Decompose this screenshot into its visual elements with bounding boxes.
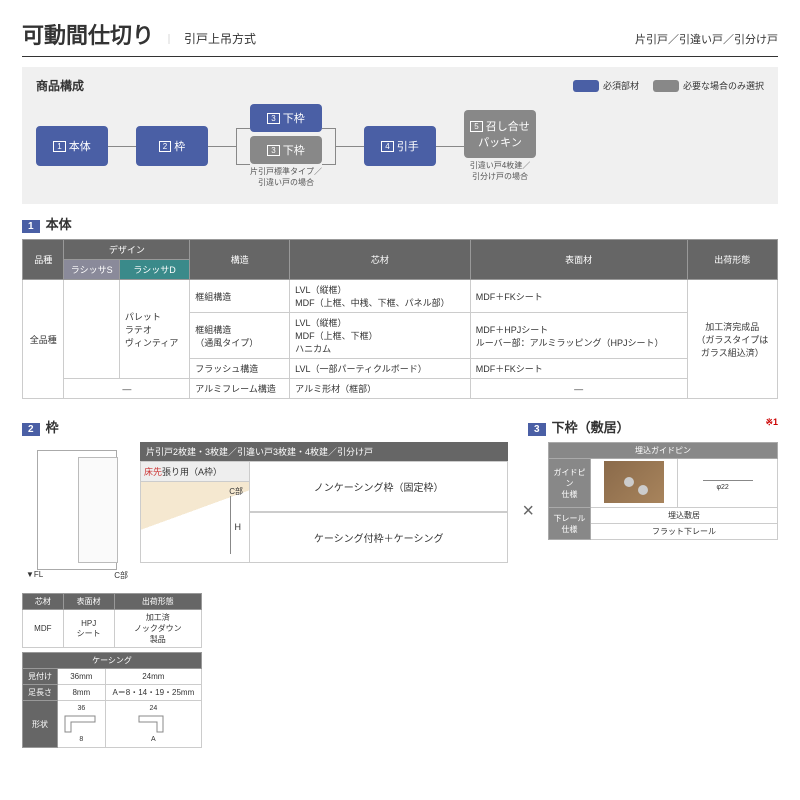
casing-table: ケーシング 見付け36mm24mm 足長さ8mmA＝8・14・19・25mm 形… [22, 652, 202, 748]
composition-section: 商品構成 必須部材 必要な場合のみ選択 1本体 2枠 3下枠 3下枠 片引戸標準… [22, 67, 778, 204]
page-header: 可動間仕切り ｜ 引戸上吊方式 片引戸／引違い戸／引分け戸 [22, 18, 778, 57]
cross-icon: × [516, 500, 540, 523]
frame-options: 片引戸2枚建・3枚建／引違い戸3枚建・4枚建／引分け戸 床先張り用（A枠） C部… [140, 442, 508, 581]
section-1-title: 1本体 [22, 214, 778, 233]
legend-required-swatch [573, 80, 599, 92]
flow-note-3: 片引戸標準タイプ／ 引違い戸の場合 [250, 166, 322, 188]
main-body-table: 品種 デザイン 構造 芯材 表面材 出荷形態 ラシッサSラシッサD 全品種 パレ… [22, 239, 778, 399]
flow-box-4: 4引手 [364, 126, 436, 166]
flow-box-3b: 3下枠 [250, 136, 322, 164]
flow-box-1: 1本体 [36, 126, 108, 166]
material-table: 芯材表面材出荷形態 MDFHPJ シート加工済 ノックダウン 製品 [22, 593, 202, 648]
casing-shape-2 [133, 712, 173, 734]
header-right: 片引戸／引違い戸／引分け戸 [635, 31, 778, 47]
flow-diagram: 1本体 2枠 3下枠 3下枠 片引戸標準タイプ／ 引違い戸の場合 4引手 5召し… [36, 104, 764, 188]
guide-pin-diagram [693, 462, 763, 502]
page-title: 可動間仕切り [22, 18, 154, 50]
flow-note-5: 引違い戸4枚建／ 引分け戸の場合 [464, 160, 536, 182]
flow-box-3a: 3下枠 [250, 104, 322, 132]
section-2-title: 2枠 [22, 417, 508, 436]
flow-box-2: 2枠 [136, 126, 208, 166]
composition-title: 商品構成 [36, 77, 84, 94]
casing-shape-1 [61, 712, 101, 734]
legend-optional-swatch [653, 80, 679, 92]
bottom-frame-table: 埋込ガイドピン ガイドピン 仕様 下レール 仕様埋込敷居 フラット下レール [548, 442, 778, 581]
section-3-title: 3下枠（敷居） ※1 [528, 417, 778, 436]
guide-pin-photo [604, 461, 664, 503]
legend: 必須部材 必要な場合のみ選択 [573, 79, 764, 93]
flow-box-5: 5召し合せ パッキン [464, 110, 536, 158]
door-diagram: ▼FLC部 [22, 442, 132, 581]
page-subtitle: 引戸上吊方式 [184, 30, 256, 47]
